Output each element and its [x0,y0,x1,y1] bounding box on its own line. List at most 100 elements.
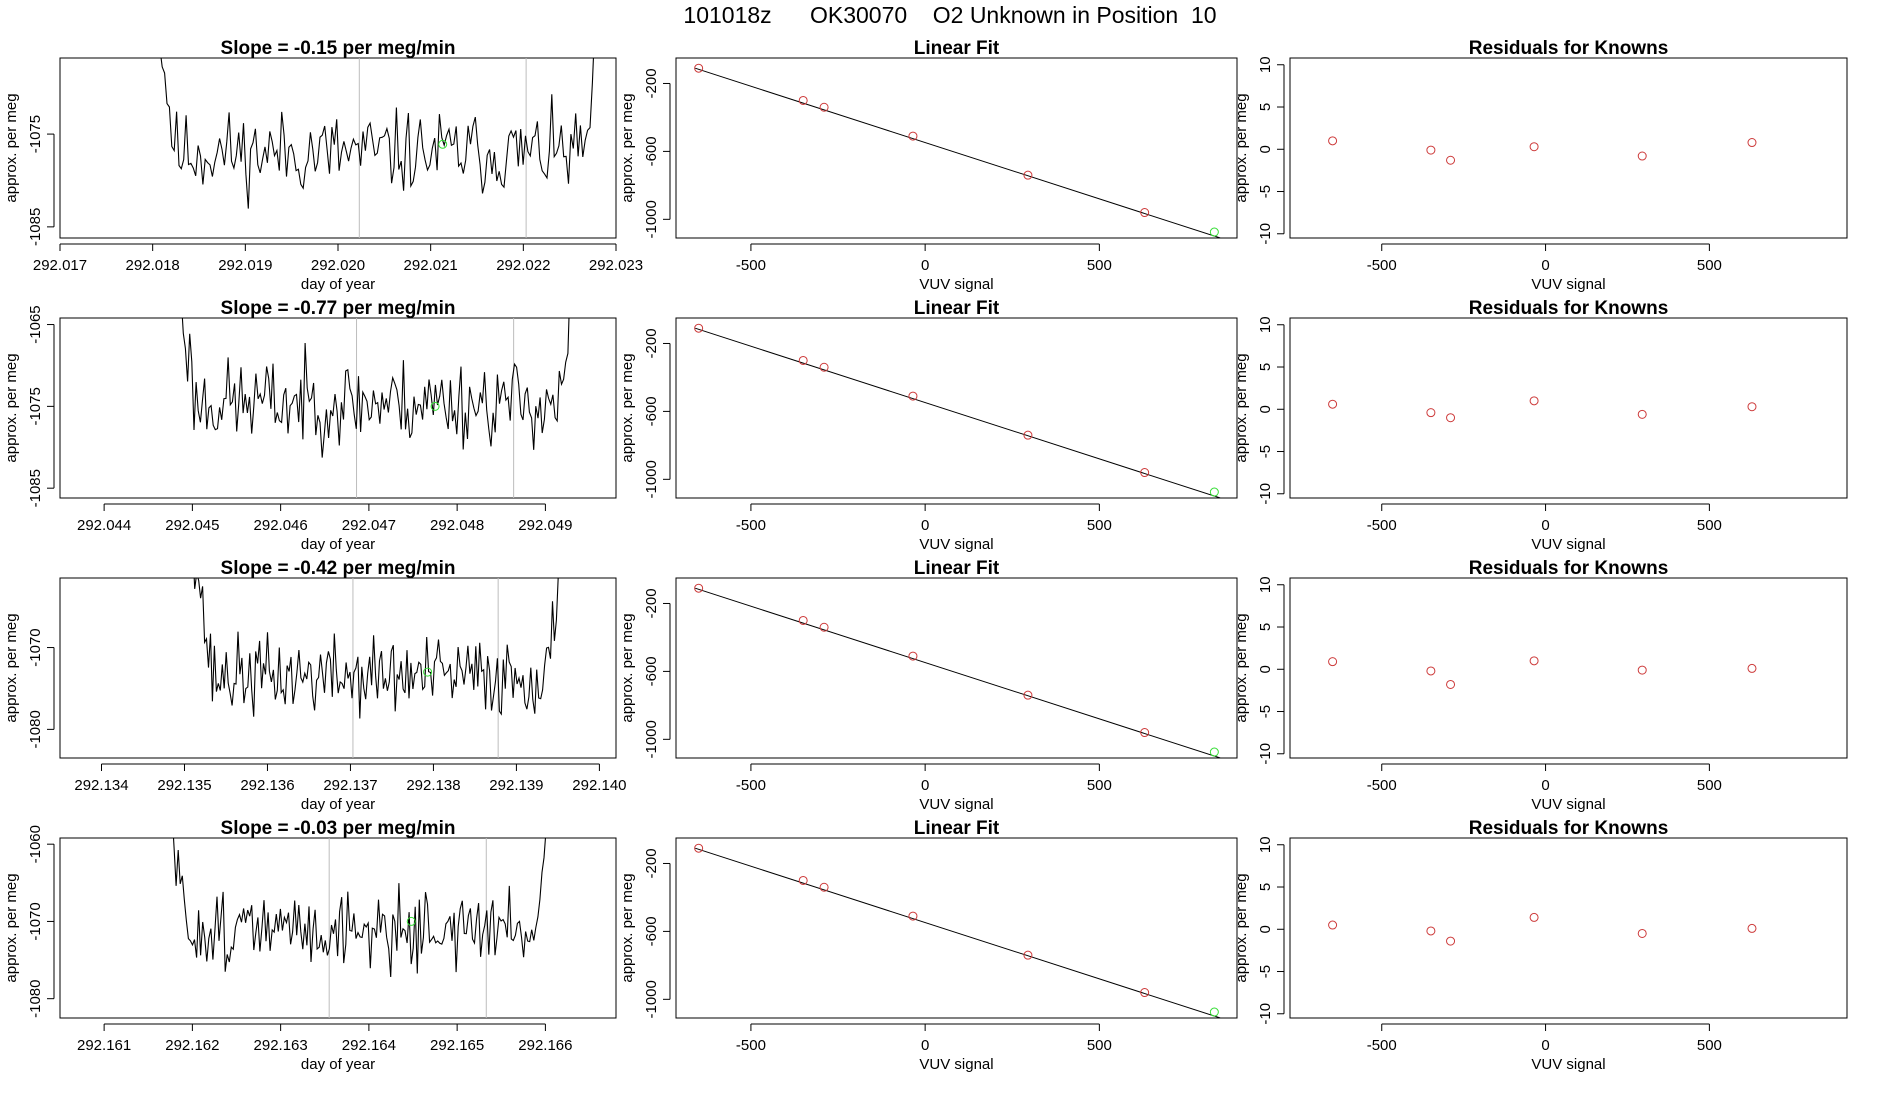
panel-title: Residuals for Knowns [1469,298,1669,319]
known-point [908,391,918,401]
x-axis-label: day of year [301,536,375,553]
panel-3-1: Slope = -0.42 per meg/min 292.134 292.135 2… [3,558,627,813]
y-tick-label: -10 [1257,223,1274,245]
x-tick-label: 292.162 [165,1037,219,1054]
residual-point [1747,663,1757,673]
known-point [1140,728,1150,738]
panel-title: Slope = -0.77 per meg/min [221,298,456,319]
x-tick-label: 292.045 [165,517,219,534]
y-tick-label: -5 [1257,705,1274,718]
known-point [694,843,704,853]
x-tick-label: 0 [1541,517,1549,534]
known-point [798,615,808,625]
series-line [160,58,594,209]
residual-point [1529,656,1539,666]
y-tick-label: -10 [1257,1003,1274,1025]
residual-point [1426,408,1436,418]
x-tick-label: 292.021 [404,257,458,274]
panel-4-1: Slope = -0.03 per meg/min 292.161 292.162 2… [3,818,617,1073]
panel-title: Slope = -0.15 per meg/min [221,38,456,59]
plot-frame [59,577,617,759]
x-tick-label: 500 [1697,257,1722,274]
y-tick-label: -1080 [27,710,44,748]
panel-title: Residuals for Knowns [1469,818,1669,839]
x-tick-label: -500 [1367,517,1397,534]
unknown-point [1209,227,1219,237]
unknown-point [1209,487,1219,497]
y-tick-label: 5 [1257,103,1274,111]
known-point [1023,690,1033,700]
x-tick-label: -500 [1367,777,1397,794]
panel-title: Linear Fit [914,298,1000,319]
y-tick-label: -200 [643,588,660,618]
residual-point [1446,155,1456,165]
residual-point [1747,923,1757,933]
y-axis-label: approx. per meg [619,873,636,982]
x-tick-label: 292.137 [323,777,377,794]
x-tick-label: 500 [1087,777,1112,794]
y-tick-label: -10 [1257,483,1274,505]
y-tick-label: -600 [643,916,660,946]
known-point [798,355,808,365]
fit-line [695,847,1223,1018]
plot-frame [675,577,1238,759]
panel-title: Slope = -0.42 per meg/min [221,558,456,579]
unknown-point [1209,1007,1219,1017]
x-tick-label: 292.049 [518,517,572,534]
y-tick-label: -200 [643,328,660,358]
residual-point [1426,145,1436,155]
y-axis-label: approx. per meg [3,353,20,462]
y-axis-label: approx. per meg [1233,873,1250,982]
panel-2-2: Linear Fit -500 0 500 VUV signal -200 -600 -100… [619,298,1238,553]
x-tick-label: -500 [736,257,766,274]
x-tick-label: 500 [1087,257,1112,274]
x-tick-label: 500 [1087,517,1112,534]
x-tick-label: 500 [1697,517,1722,534]
x-tick-label: 0 [1541,257,1549,274]
y-tick-label: -5 [1257,445,1274,458]
x-tick-label: 500 [1697,777,1722,794]
x-axis-label: VUV signal [1531,796,1605,813]
x-axis-label: VUV signal [919,536,993,553]
y-tick-label: -1070 [27,902,44,940]
x-tick-label: 0 [921,517,929,534]
residual-point [1529,912,1539,922]
x-tick-label: -500 [1367,257,1397,274]
series-line [193,578,559,719]
x-tick-label: 0 [1541,1037,1549,1054]
plot-frame [59,837,617,1019]
y-tick-label: -1075 [27,115,44,153]
y-tick-label: -1000 [643,200,660,238]
plot-frame [1289,57,1848,239]
x-tick-label: 292.046 [254,517,308,534]
x-axis-label: VUV signal [1531,276,1605,293]
y-tick-label: -600 [643,656,660,686]
known-point [1140,208,1150,218]
y-tick-label: 10 [1257,576,1274,593]
x-axis-label: day of year [301,276,375,293]
y-axis-label: approx. per meg [3,873,20,982]
x-tick-label: 292.018 [126,257,180,274]
panel-1-3: Residuals for Knowns -500 0 500 VUV signal 10… [1233,38,1848,293]
known-point [819,622,829,632]
x-axis-label: VUV signal [1531,1056,1605,1073]
residual-point [1529,396,1539,406]
known-point [1023,950,1033,960]
x-tick-label: 292.138 [406,777,460,794]
plot-frame [675,317,1238,499]
residual-point [1328,399,1338,409]
y-tick-label: -600 [643,136,660,166]
panel-4-2: Linear Fit -500 0 500 VUV signal -200 -600 -100… [619,818,1238,1073]
residual-point [1637,928,1647,938]
y-axis-label: approx. per meg [3,613,20,722]
residual-point [1328,657,1338,667]
x-axis-label: VUV signal [1531,536,1605,553]
known-point [798,95,808,105]
x-tick-label: -500 [1367,1037,1397,1054]
known-point [908,131,918,141]
y-tick-label: 0 [1257,145,1274,153]
residual-point [1328,920,1338,930]
page-title: 101018z OK30070 O2 Unknown in Position 1… [683,2,1217,28]
residual-point [1446,936,1456,946]
x-axis-label: day of year [301,796,375,813]
